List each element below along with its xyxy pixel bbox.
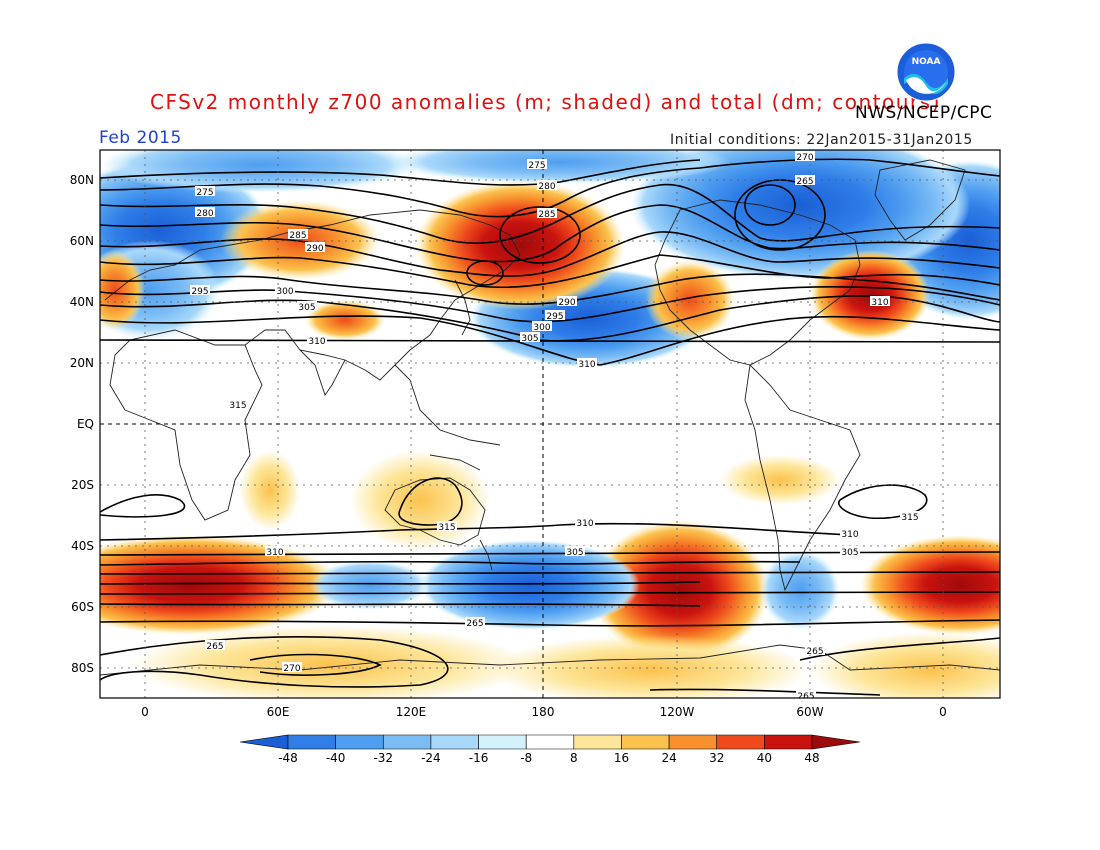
- lat-label: 20N: [70, 356, 94, 370]
- svg-text:270: 270: [283, 664, 300, 674]
- svg-text:280: 280: [538, 182, 555, 192]
- colorbar-swatch: [382, 734, 432, 750]
- latitude-axis: 80N 60N 40N 20N EQ 20S 40S 60S 80S: [70, 173, 94, 675]
- lat-label: 60S: [71, 600, 94, 614]
- svg-text:300: 300: [276, 287, 293, 297]
- colorbar-tick-label: 32: [709, 751, 724, 765]
- svg-text:305: 305: [841, 548, 858, 558]
- colorbar-swatch: [335, 734, 384, 750]
- svg-text:265: 265: [806, 647, 823, 657]
- anomaly-shading: 275 280 285 270 265 275 280 285 290 295 …: [100, 150, 1000, 702]
- svg-text:310: 310: [576, 519, 593, 529]
- svg-text:295: 295: [191, 287, 208, 297]
- longitude-axis: 0 60E 120E 180 120W 60W 0: [141, 705, 947, 719]
- colorbar-tick-label: 16: [614, 751, 629, 765]
- colorbar-tick-label: 40: [757, 751, 772, 765]
- forecast-month: Feb 2015: [99, 128, 182, 148]
- svg-text:310: 310: [871, 298, 888, 308]
- svg-text:310: 310: [266, 548, 283, 558]
- colorbar-swatch: [430, 734, 479, 750]
- colorbar-tick-label: -32: [373, 751, 393, 765]
- colorbar-tick-label: -16: [469, 751, 489, 765]
- colorbar-swatch: [573, 734, 622, 750]
- svg-text:285: 285: [289, 231, 306, 241]
- svg-text:290: 290: [558, 298, 575, 308]
- colorbar-swatch: [716, 734, 765, 750]
- colorbar-tick-label: 8: [570, 751, 578, 765]
- coastlines: [100, 159, 1000, 676]
- svg-text:310: 310: [578, 360, 595, 370]
- lon-label: 60E: [267, 705, 290, 719]
- svg-text:305: 305: [566, 548, 583, 558]
- height-contours: [100, 158, 1000, 696]
- lat-label: 40N: [70, 295, 94, 309]
- svg-text:265: 265: [796, 177, 813, 187]
- colorbar-swatch: [668, 734, 718, 750]
- svg-text:265: 265: [206, 642, 223, 652]
- colorbar-tick-label: -8: [520, 751, 532, 765]
- colorbar-swatch: [621, 734, 670, 750]
- noaa-logo-icon: NOAA: [896, 42, 956, 102]
- colorbar-tick-label: -48: [278, 751, 298, 765]
- lon-label: 120W: [660, 705, 695, 719]
- lat-label: 40S: [71, 539, 94, 553]
- lat-label: EQ: [77, 417, 94, 431]
- colorbar-tick-label: -24: [421, 751, 441, 765]
- svg-text:310: 310: [308, 337, 325, 347]
- svg-text:290: 290: [306, 244, 323, 254]
- svg-text:315: 315: [901, 513, 918, 523]
- svg-text:315: 315: [438, 523, 455, 533]
- contour-labels: 275 280 285 270 265 275 280 285 290 295 …: [190, 151, 920, 702]
- colorbar-swatch: [239, 734, 289, 750]
- lon-label: 0: [141, 705, 149, 719]
- svg-text:NOAA: NOAA: [912, 57, 941, 67]
- svg-text:280: 280: [196, 209, 213, 219]
- colorbar: -48 -40 -32 -24 -16 -8 8 16 24 32 40 48: [239, 734, 861, 765]
- svg-text:275: 275: [196, 188, 213, 198]
- colorbar-swatch: [287, 734, 336, 750]
- colorbar-swatch: [764, 734, 813, 750]
- svg-text:285: 285: [538, 210, 555, 220]
- lon-label: 60W: [796, 705, 823, 719]
- lon-label: 120E: [396, 705, 427, 719]
- graticule: [100, 150, 1000, 698]
- colorbar-swatch: [478, 734, 527, 750]
- lon-label: 0: [939, 705, 947, 719]
- svg-text:265: 265: [466, 619, 483, 629]
- initial-conditions: Initial conditions: 22Jan2015-31Jan2015: [670, 132, 973, 148]
- svg-text:270: 270: [796, 153, 813, 163]
- lat-label: 80S: [71, 661, 94, 675]
- svg-text:315: 315: [229, 401, 246, 411]
- colorbar-tick-label: -40: [326, 751, 346, 765]
- lat-label: 60N: [70, 234, 94, 248]
- svg-text:265: 265: [797, 692, 814, 702]
- svg-text:295: 295: [546, 312, 563, 322]
- svg-text:275: 275: [528, 161, 545, 171]
- svg-text:305: 305: [298, 303, 315, 313]
- svg-text:310: 310: [841, 530, 858, 540]
- colorbar-tick-label: 48: [804, 751, 819, 765]
- svg-text:305: 305: [521, 334, 538, 344]
- colorbar-swatch: [811, 734, 861, 750]
- organization-label: NWS/NCEP/CPC: [855, 103, 993, 123]
- colorbar-swatch: [525, 734, 575, 750]
- map-title: CFSv2 monthly z700 anomalies (m; shaded)…: [150, 90, 941, 114]
- svg-text:300: 300: [533, 323, 550, 333]
- colorbar-tick-label: 24: [661, 751, 676, 765]
- map-frame: [99, 149, 1001, 699]
- lon-label: 180: [532, 705, 555, 719]
- lat-label: 20S: [71, 478, 94, 492]
- lat-label: 80N: [70, 173, 94, 187]
